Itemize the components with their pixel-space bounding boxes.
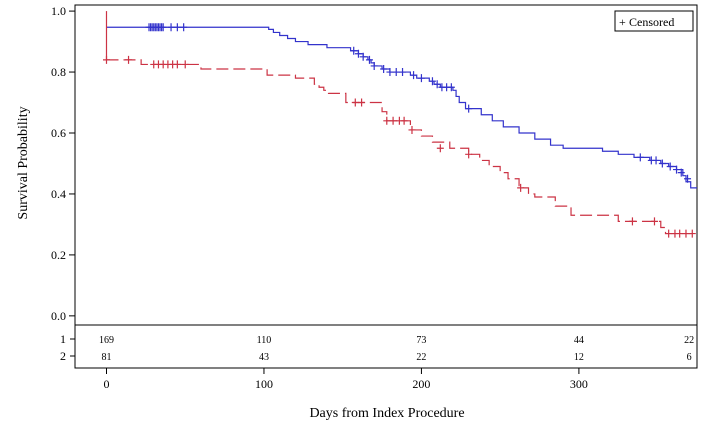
axes-layer: 0.0 0.2 0.4 0.6 0.8 1.0 0 100 200 300 xyxy=(51,4,588,391)
censor-mark xyxy=(173,23,181,32)
censor-mark xyxy=(389,116,397,125)
x-tick-label: 0 xyxy=(103,377,109,391)
censor-mark xyxy=(392,68,400,77)
censor-mark xyxy=(408,125,416,134)
y-tick-label: 0.0 xyxy=(51,309,66,323)
censor-mark xyxy=(125,55,133,64)
y-tick-label: 0.8 xyxy=(51,65,66,79)
x-axis-title: Days from Index Procedure xyxy=(309,406,464,421)
censor-mark xyxy=(400,116,408,125)
survival-curve-2 xyxy=(106,59,697,235)
risk-count: 6 xyxy=(687,352,692,363)
censor-mark xyxy=(399,68,407,77)
censor-mark xyxy=(665,229,673,238)
censor-mark xyxy=(417,74,425,83)
censor-mark xyxy=(167,23,175,32)
censor-mark xyxy=(465,104,473,113)
censor-mark xyxy=(636,153,644,162)
censor-mark xyxy=(676,229,684,238)
x-tick-label: 200 xyxy=(412,377,430,391)
censor-mark xyxy=(358,98,366,107)
censor-mark xyxy=(447,83,455,92)
chart-frame xyxy=(74,4,698,369)
risk-table: 1 169 110 73 44 222 81 43 22 12 6 xyxy=(60,332,694,363)
censor-mark xyxy=(359,52,367,61)
censor-mark xyxy=(428,77,436,86)
legend: + Censored xyxy=(614,10,694,32)
series-group-1 xyxy=(106,23,697,189)
censor-mark xyxy=(365,55,373,64)
series-group-2 xyxy=(102,55,697,238)
risk-count: 110 xyxy=(257,335,272,346)
risk-group-label: 1 xyxy=(60,332,66,346)
censor-mark xyxy=(173,60,181,69)
series-layer xyxy=(102,11,697,238)
censor-mark xyxy=(628,217,636,226)
censor-mark xyxy=(383,116,391,125)
censor-mark xyxy=(354,49,362,58)
risk-count: 12 xyxy=(574,352,584,363)
risk-group-label: 2 xyxy=(60,349,66,363)
risk-count: 81 xyxy=(101,352,111,363)
censor-mark xyxy=(684,174,692,183)
legend-box xyxy=(614,10,694,32)
censor-mark xyxy=(351,98,359,107)
risk-count: 73 xyxy=(416,335,426,346)
censor-mark xyxy=(666,162,674,171)
y-axis-title: Survival Probability xyxy=(16,106,31,219)
risk-count: 22 xyxy=(684,335,694,346)
censor-mark xyxy=(410,71,418,80)
risk-count: 169 xyxy=(99,335,114,346)
censor-mark xyxy=(682,229,690,238)
censor-mark xyxy=(433,80,441,89)
censor-mark xyxy=(650,217,658,226)
censor-mark xyxy=(181,60,189,69)
risk-count: 22 xyxy=(416,352,426,363)
censor-mark xyxy=(658,159,666,168)
x-tick-label: 300 xyxy=(570,377,588,391)
y-tick-label: 0.6 xyxy=(51,126,66,140)
y-tick-label: 0.4 xyxy=(51,187,66,201)
censor-mark xyxy=(688,229,696,238)
censor-mark xyxy=(386,68,394,77)
survival-curve-1 xyxy=(106,26,697,189)
risk-count: 43 xyxy=(259,352,269,363)
censor-mark xyxy=(380,65,388,73)
censor-mark xyxy=(350,46,358,55)
censor-mark xyxy=(180,23,188,32)
censor-mark xyxy=(677,168,685,177)
censor-mark xyxy=(517,183,525,192)
legend-label: Censored xyxy=(629,15,674,29)
censor-mark xyxy=(370,61,378,70)
censor-mark xyxy=(673,165,681,174)
legend-symbol: + xyxy=(619,15,626,29)
plot-border xyxy=(74,4,698,369)
x-tick-label: 100 xyxy=(255,377,273,391)
y-tick-label: 1.0 xyxy=(51,4,66,18)
risk-count: 44 xyxy=(574,335,584,346)
censor-mark xyxy=(652,156,660,165)
censor-mark xyxy=(159,23,167,32)
censor-mark xyxy=(436,144,444,153)
y-tick-label: 0.2 xyxy=(51,248,66,262)
censor-mark xyxy=(465,150,473,159)
